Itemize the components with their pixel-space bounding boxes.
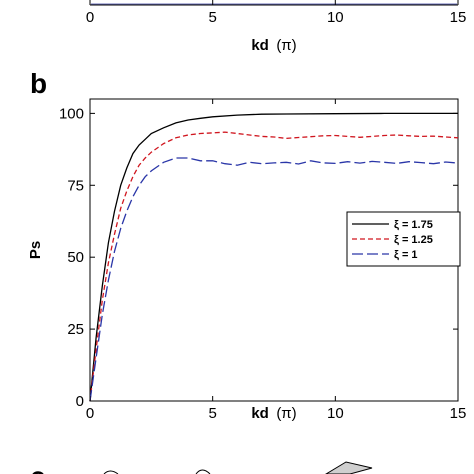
y-tick-label-3: 75: [67, 177, 84, 194]
legend-label-1: ξ = 1.25: [394, 234, 433, 246]
series-line-0: [89, 112, 458, 402]
panel-c-curve: [103, 470, 119, 474]
panel-a-xtick-label-0: 0: [86, 9, 94, 26]
series-line-1: [89, 131, 459, 402]
panel-c-curve-2: [195, 469, 211, 474]
panel-a: 0 5 10 15 kd (π): [86, 0, 467, 54]
panel-a-xlabel-unit: (π): [276, 37, 296, 54]
legend-label-0: ξ = 1.75: [394, 219, 433, 231]
panel-a-xtick-label-10: 10: [327, 9, 344, 26]
panel-c-shape: [325, 461, 373, 474]
tick-layer: 0 5 10 15 0 25 50 75 100: [59, 99, 466, 422]
x-tick-label-0: 0: [86, 405, 94, 422]
legend-box: [346, 211, 461, 267]
x-axis-title-unit: (π): [276, 405, 296, 422]
panel-a-xlabel-var: kd: [251, 37, 269, 54]
series-layer: [89, 112, 459, 402]
panel-a-xtick-label-5: 5: [209, 9, 217, 26]
x-axis-title-var: kd: [251, 405, 269, 422]
legend: ξ = 1.75 ξ = 1.25 ξ = 1: [346, 211, 461, 267]
panel-a-xlabel: kd (π): [251, 37, 296, 54]
x-tick-label-1: 5: [208, 405, 216, 422]
panel-c-letter: c: [30, 461, 46, 474]
legend-label-2: ξ = 1: [394, 249, 418, 261]
y-axis-title: Ps: [27, 241, 44, 259]
y-tick-label-4: 100: [59, 105, 84, 122]
y-tick-label-0: 0: [76, 393, 84, 410]
x-tick-label-2: 10: [327, 405, 344, 422]
x-axis-title: kd (π): [251, 405, 296, 422]
series-line-2: [89, 157, 459, 402]
panel-a-xtick-label-15: 15: [450, 9, 467, 26]
y-tick-label-1: 25: [67, 321, 84, 338]
y-tick-label-2: 50: [67, 249, 84, 266]
x-tick-label-3: 15: [450, 405, 467, 422]
panel-b-letter: b: [30, 68, 47, 99]
panel-c: c: [30, 461, 373, 474]
